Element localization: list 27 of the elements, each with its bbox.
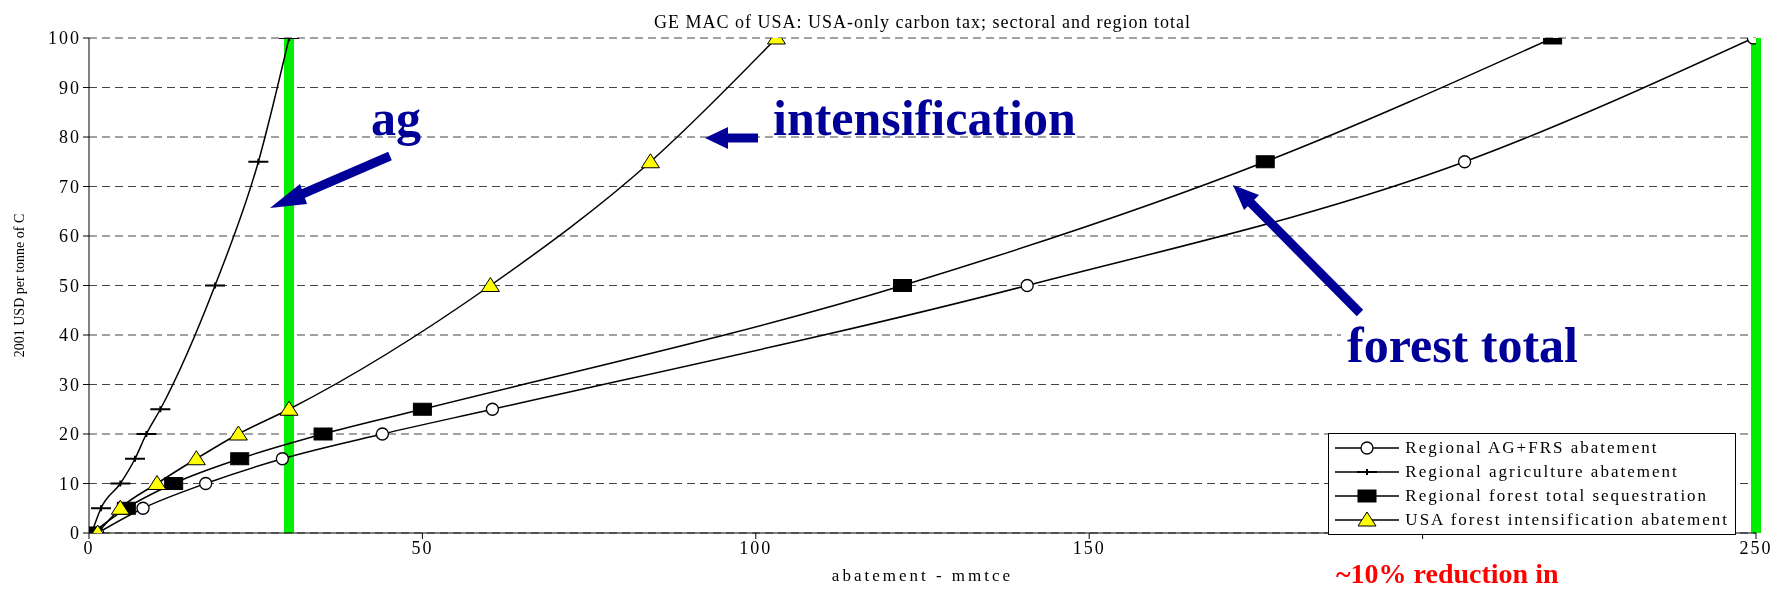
annotation: intensification <box>773 90 1076 146</box>
x-tick-label: 0 <box>83 537 95 558</box>
legend-label: Regional AG+FRS abatement <box>1405 438 1659 458</box>
y-tick-label: 20 <box>59 424 81 445</box>
y-tick-label: 50 <box>59 275 81 296</box>
y-tick-label: 100 <box>48 28 81 49</box>
y-tick-label: 80 <box>59 127 81 148</box>
legend-label: Regional agriculture abatement <box>1405 462 1679 482</box>
x-axis-title: abatement - mmtce <box>831 566 1014 585</box>
annotation: ag <box>371 90 421 146</box>
y-tick-label: 60 <box>59 226 81 247</box>
x-tick-label: 250 <box>1739 537 1773 558</box>
legend-label: Regional forest total sequestration <box>1405 486 1709 506</box>
y-tick-label: 90 <box>59 77 81 98</box>
text: ~10% reduction in <box>1336 558 1559 589</box>
x-tick-label: 100 <box>739 537 773 558</box>
y-tick-label: 30 <box>59 374 81 395</box>
legend-label: USA forest intensification abatement <box>1405 510 1729 530</box>
annotation: forest total <box>1341 317 1584 373</box>
y-tick-label: 70 <box>59 176 81 197</box>
y-tick-label: 10 <box>59 473 81 494</box>
x-tick-label: 50 <box>411 537 434 558</box>
x-tick-label: 150 <box>1072 537 1106 558</box>
y-tick-label: 0 <box>70 523 81 544</box>
chart-title: GE MAC of USA: USA-only carbon tax; sectoral and region total <box>654 12 1191 32</box>
y-axis-title: 2001 USD per tonne of C <box>12 213 27 358</box>
y-tick-label: 40 <box>59 325 81 346</box>
